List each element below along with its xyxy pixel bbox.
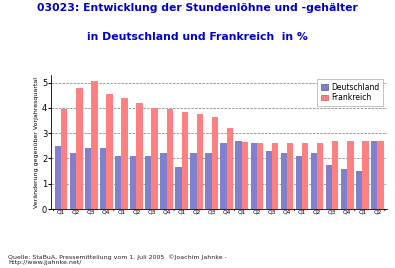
Bar xyxy=(205,153,212,209)
Bar xyxy=(287,143,293,209)
Bar xyxy=(332,141,339,209)
Bar xyxy=(55,146,61,209)
Bar xyxy=(377,141,384,209)
Bar xyxy=(61,109,68,209)
Bar xyxy=(265,151,272,209)
Bar xyxy=(197,114,203,209)
Bar xyxy=(182,112,188,209)
Bar xyxy=(106,94,113,209)
Bar xyxy=(362,141,369,209)
Bar xyxy=(281,153,287,209)
Bar xyxy=(257,143,263,209)
Bar xyxy=(235,141,242,209)
Bar xyxy=(326,165,332,209)
Bar xyxy=(115,156,121,209)
Bar xyxy=(190,153,197,209)
Bar xyxy=(341,169,347,209)
Bar xyxy=(250,143,257,209)
Bar xyxy=(136,103,143,209)
Bar xyxy=(160,153,167,209)
Legend: Deutschland, Frankreich: Deutschland, Frankreich xyxy=(317,79,383,106)
Bar xyxy=(311,153,317,209)
Bar xyxy=(85,148,91,209)
Bar xyxy=(356,171,362,209)
Y-axis label: Veränderung gegenüber Vorjahresquartal: Veränderung gegenüber Vorjahresquartal xyxy=(34,77,39,207)
Bar xyxy=(296,156,302,209)
Bar xyxy=(76,88,83,209)
Bar xyxy=(227,128,233,209)
Text: 03023: Entwicklung der Stundenlöhne und -gehälter: 03023: Entwicklung der Stundenlöhne und … xyxy=(37,3,358,13)
Bar xyxy=(175,167,182,209)
Bar xyxy=(167,109,173,209)
Bar xyxy=(121,98,128,209)
Bar xyxy=(317,143,324,209)
Bar xyxy=(91,81,98,209)
Text: in Deutschland und Frankreich  in %: in Deutschland und Frankreich in % xyxy=(87,32,308,42)
Bar xyxy=(371,141,377,209)
Bar xyxy=(242,142,248,209)
Bar xyxy=(272,143,278,209)
Bar xyxy=(347,141,354,209)
Bar xyxy=(70,153,76,209)
Bar xyxy=(145,156,151,209)
Bar xyxy=(302,143,308,209)
Bar xyxy=(130,156,136,209)
Bar xyxy=(100,148,106,209)
Bar xyxy=(212,117,218,209)
Bar xyxy=(151,108,158,209)
Bar xyxy=(220,143,227,209)
Text: Quelle: StaBuA, Pressemitteilung vom 1. Juli 2005  ©Joachim Jahnke -
http://www.: Quelle: StaBuA, Pressemitteilung vom 1. … xyxy=(8,254,227,265)
